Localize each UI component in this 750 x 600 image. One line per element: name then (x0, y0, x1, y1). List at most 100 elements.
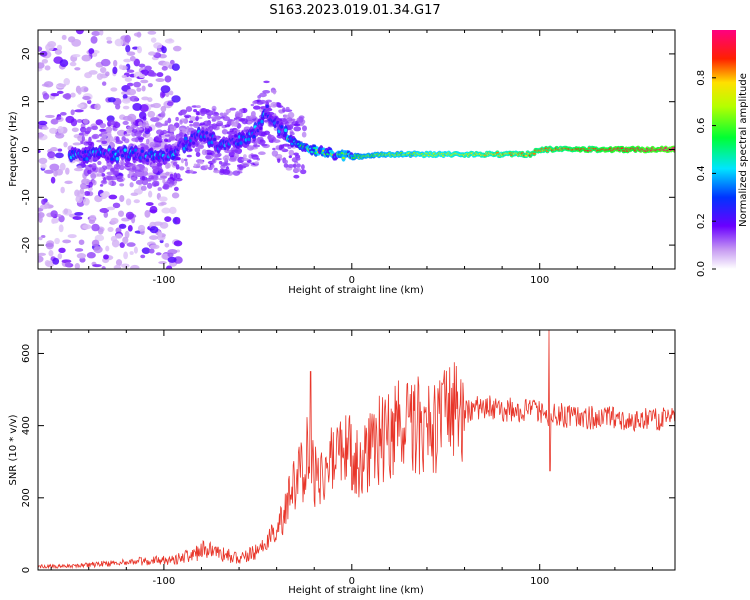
spectrogram-blob (293, 163, 297, 169)
spectrogram-blob (145, 122, 150, 129)
spectrogram-blob (130, 264, 140, 269)
spectrogram-blob (215, 154, 220, 158)
spectrogram-blob (39, 204, 49, 210)
spectrogram-blob (267, 134, 275, 141)
spectrogram-ridge-core (265, 104, 269, 109)
spectrogram-y-tick-label: -10 (21, 189, 32, 205)
spectrogram-blob (41, 58, 49, 64)
spectrogram-blob (106, 36, 112, 41)
spectrogram-x-axis-label: Height of straight line (km) (288, 285, 424, 296)
spectrogram-blob (201, 149, 208, 156)
spectrogram-blob (99, 30, 104, 36)
spectrogram-blob (103, 254, 109, 260)
spectrogram-blob (88, 136, 92, 144)
spectrogram-blob (287, 111, 295, 119)
spectrogram-blob (63, 78, 71, 86)
spectrogram-blob (293, 123, 301, 127)
spectrogram-blob (166, 162, 171, 169)
spectrogram-blob (103, 211, 109, 218)
spectrogram-blob (120, 161, 126, 166)
spectrogram-blob (116, 175, 124, 179)
spectrogram-blob (118, 64, 124, 70)
spectrogram-blob (237, 156, 245, 164)
spectrogram-blob (38, 255, 44, 263)
spectrogram-blob (38, 131, 44, 139)
spectrogram-ridge-core (252, 134, 256, 139)
spectrogram-blob (233, 152, 239, 159)
spectrogram-blob (167, 117, 172, 124)
spectrogram-blob (58, 224, 64, 233)
spectrogram-blob (38, 252, 47, 256)
spectrogram-blob (67, 234, 77, 239)
spectrogram-blob (89, 214, 97, 221)
spectrogram-blob (127, 224, 133, 232)
spectrogram-ridge-core (134, 148, 138, 152)
spectrogram-blob (82, 95, 91, 101)
spectrogram-blob (87, 169, 92, 175)
spectrogram-blob (152, 168, 159, 173)
colorbar-ticks: 0.0 0.2 0.4 0.6 0.8 (696, 70, 716, 277)
spectrogram-heatmap (38, 30, 675, 269)
spectrogram-blob (149, 244, 160, 250)
figure-title: S163.2023.019.01.34.G17 (269, 3, 440, 18)
spectrogram-blob (132, 102, 142, 111)
spectrogram-blob (99, 66, 107, 74)
spectrogram-blob (50, 176, 56, 184)
spectrogram-blob (164, 120, 169, 125)
spectrogram-blob (193, 163, 197, 168)
spectrogram-blob (174, 177, 183, 182)
spectrogram-blob (147, 71, 157, 77)
spectrogram-blob (72, 54, 81, 58)
spectrogram-blob (148, 175, 155, 180)
spectrogram-blob (164, 242, 170, 248)
spectrogram-blob (162, 183, 170, 190)
spectrogram-blob (111, 239, 120, 248)
spectrogram-blob (146, 182, 153, 189)
spectrogram-blob (149, 117, 160, 122)
snr-plot-area (38, 330, 675, 570)
spectrogram-blob (77, 135, 84, 142)
spectrogram-blob (289, 131, 295, 136)
spectrogram-blob (216, 120, 224, 126)
spectrogram-blob (225, 109, 231, 114)
spectrogram-blob (109, 175, 118, 181)
spectrogram-blob (181, 109, 187, 116)
spectrogram-blob (296, 163, 301, 168)
spectrogram-blob (277, 157, 281, 163)
spectrogram-blob (301, 131, 307, 138)
snr-y-axis-label: SNR (10 * v/v) (8, 414, 19, 485)
spectrogram-blob (63, 141, 68, 148)
spectrogram-blob (50, 93, 60, 97)
spectrogram-blob (49, 163, 60, 171)
spectrogram-blob (166, 101, 174, 106)
spectrogram-y-tick-label: -20 (21, 237, 32, 253)
spectrogram-blob (74, 67, 81, 71)
spectrogram-ridge-core (205, 131, 209, 135)
spectrogram-blob (288, 155, 292, 159)
spectrogram-blob (121, 74, 127, 79)
spectrogram-blob (76, 119, 83, 123)
spectrogram-blob (283, 159, 288, 164)
spectrogram-blob (38, 62, 45, 69)
spectrogram-blob (53, 169, 58, 177)
spectrogram-blob (228, 151, 236, 158)
snr-series-line (38, 330, 675, 570)
snr-panel: -100 0 100 0 200 400 600 Height of straight li… (8, 329, 676, 596)
spectrogram-blob (206, 152, 213, 156)
spectrogram-blob (164, 75, 172, 83)
spectrogram-blob (91, 52, 98, 57)
spectrogram-blob (157, 231, 163, 239)
spectrogram-blob (96, 173, 103, 177)
spectrogram-blob (57, 125, 64, 134)
spectrogram-blob (288, 149, 295, 156)
spectrogram-blob (235, 119, 239, 125)
spectrogram-ridge-core (213, 137, 217, 142)
spectrogram-blob (112, 66, 118, 75)
spectrogram-blob (144, 65, 152, 71)
spectrogram-blob (64, 180, 73, 185)
spectrogram-blob (43, 169, 54, 174)
spectrogram-blob (157, 187, 162, 191)
spectrogram-blob (100, 131, 108, 135)
spectrogram-blob (91, 239, 100, 247)
spectrogram-blob (57, 148, 63, 152)
